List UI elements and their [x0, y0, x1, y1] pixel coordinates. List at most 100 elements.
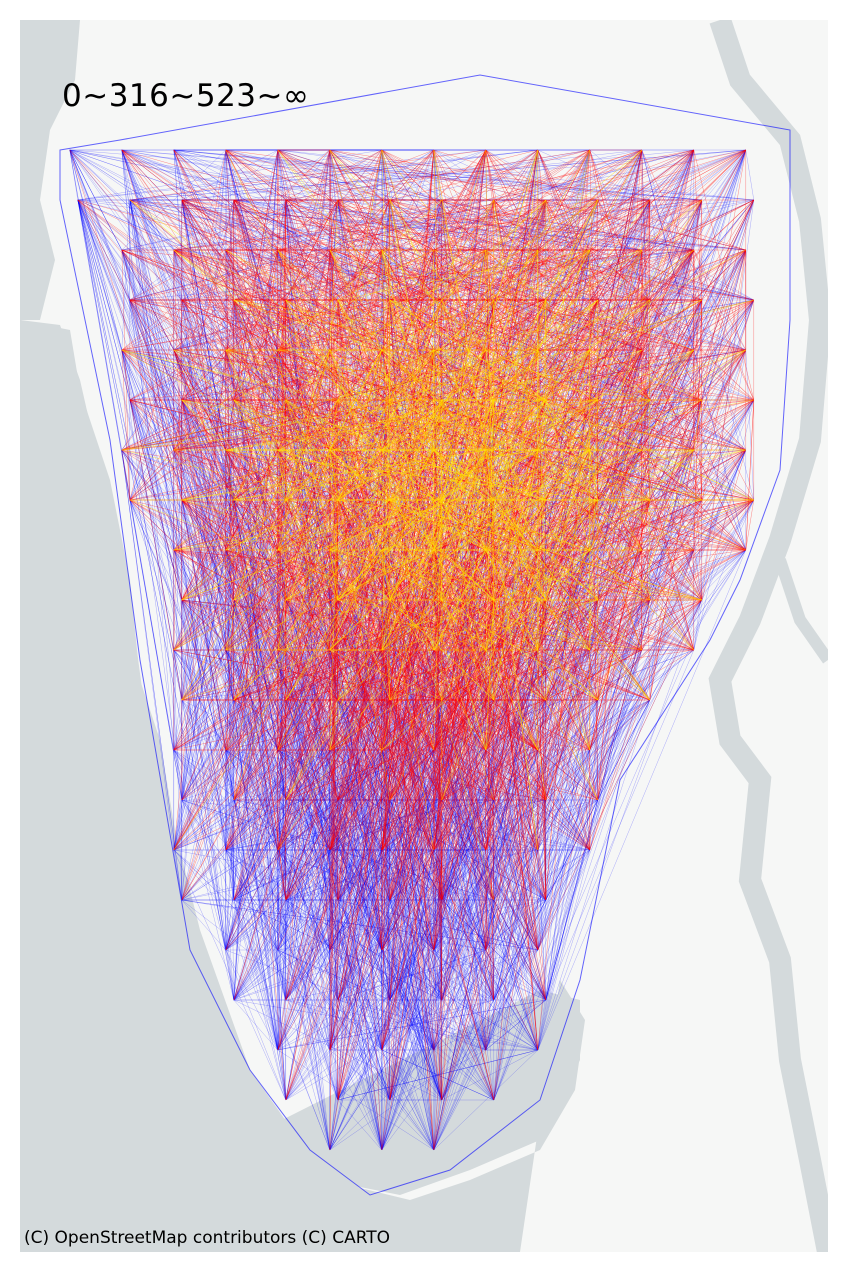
flow-line: [537, 149, 650, 201]
flow-line: [121, 249, 235, 701]
flow-line: [277, 599, 650, 951]
flow-line: [285, 549, 590, 901]
flow-line: [233, 599, 279, 1051]
flow-line: [285, 699, 650, 1101]
flow-line: [485, 549, 746, 751]
flow-line: [441, 449, 746, 901]
flow-line: [77, 199, 123, 351]
flow-line: [389, 649, 435, 1101]
flow-line: [589, 149, 650, 201]
flow-line: [389, 549, 746, 1101]
flow-line: [77, 199, 175, 451]
flow-line: [285, 899, 494, 1101]
flow-line: [121, 449, 175, 851]
flow-line: [277, 149, 434, 251]
flow-line: [433, 849, 486, 951]
flow-line: [337, 699, 443, 1001]
flow-line: [181, 149, 694, 201]
flow-line: [537, 699, 651, 1051]
flow-line: [337, 1049, 538, 1101]
flow-line: [381, 799, 443, 951]
flow-line: [285, 699, 435, 1051]
flow-line: [173, 549, 390, 801]
flow-line: [225, 649, 390, 901]
flow-line: [225, 749, 287, 1101]
flow-line: [173, 149, 339, 1101]
flow-line: [433, 849, 590, 1151]
flow-line: [69, 149, 538, 251]
flow-line: [485, 449, 747, 1051]
flow-line: [225, 699, 598, 951]
flow-line: [285, 349, 643, 1101]
flow-line: [69, 149, 174, 351]
flow-line: [485, 449, 746, 951]
flow-line: [329, 649, 487, 1051]
flow-line: [121, 249, 227, 951]
flow-line: [389, 699, 495, 1001]
flow-line: [433, 999, 443, 1051]
flow-line: [337, 649, 590, 1001]
flow-line: [173, 149, 694, 251]
map-frame[interactable]: 0~316~523~∞ (C) OpenStreetMap contributo…: [20, 20, 828, 1252]
flow-line: [389, 149, 694, 301]
flow-line: [173, 249, 339, 1001]
flow-line: [181, 799, 494, 901]
flow-line: [181, 199, 278, 251]
flow-line: [233, 549, 694, 1001]
flow-line: [329, 949, 382, 1051]
flow-line: [337, 449, 694, 1001]
flow-line: [389, 899, 434, 951]
flow-line: [233, 599, 391, 1101]
flow-line: [277, 849, 434, 1051]
flow-line: [389, 699, 487, 951]
flow-line: [69, 149, 183, 801]
flow-line: [233, 199, 746, 251]
flow-line: [173, 499, 235, 851]
flow-line: [277, 849, 390, 901]
flow-line: [181, 149, 434, 401]
flow-line: [225, 649, 538, 951]
flow-line: [381, 949, 494, 1001]
flow-line: [173, 649, 538, 1051]
flow-line: [389, 699, 443, 1101]
flow-line: [77, 149, 382, 201]
flow-line: [129, 499, 331, 951]
flow-line: [233, 899, 279, 1051]
flow-line: [173, 549, 546, 1001]
flow-line: [485, 549, 695, 1051]
flow-line: [277, 749, 331, 951]
flow-line: [329, 749, 383, 1051]
flow-line: [233, 199, 287, 1001]
flow-line: [225, 849, 390, 1101]
flow-line: [225, 799, 494, 851]
flow-line: [173, 649, 183, 701]
flow-line: [121, 149, 702, 201]
flow-line: [225, 749, 287, 1001]
flow-line: [233, 649, 382, 901]
flow-line: [277, 999, 494, 1051]
flow-line: [129, 199, 642, 251]
flow-line: [233, 699, 331, 1151]
flow-line: [225, 649, 382, 851]
flow-line: [181, 149, 382, 401]
flow-line: [389, 549, 746, 1001]
flow-line: [441, 899, 546, 1001]
flow-line: [173, 749, 390, 1101]
flow-line: [285, 799, 383, 1151]
flow-line: [329, 649, 486, 951]
flow-line: [173, 449, 391, 901]
flow-line: [225, 649, 434, 951]
flow-line: [329, 899, 494, 1051]
flow-line: [285, 199, 590, 251]
flow-line: [285, 699, 339, 1001]
flow-line: [277, 649, 434, 951]
flow-line: [121, 149, 754, 201]
flow-line: [233, 599, 538, 851]
flow-line: [277, 999, 546, 1051]
flow-line: [389, 799, 538, 851]
flow-line: [433, 1099, 443, 1151]
flow-line: [225, 449, 235, 901]
flow-line: [381, 699, 443, 1151]
flow-line: [433, 799, 547, 1151]
flow-line: [69, 149, 754, 301]
